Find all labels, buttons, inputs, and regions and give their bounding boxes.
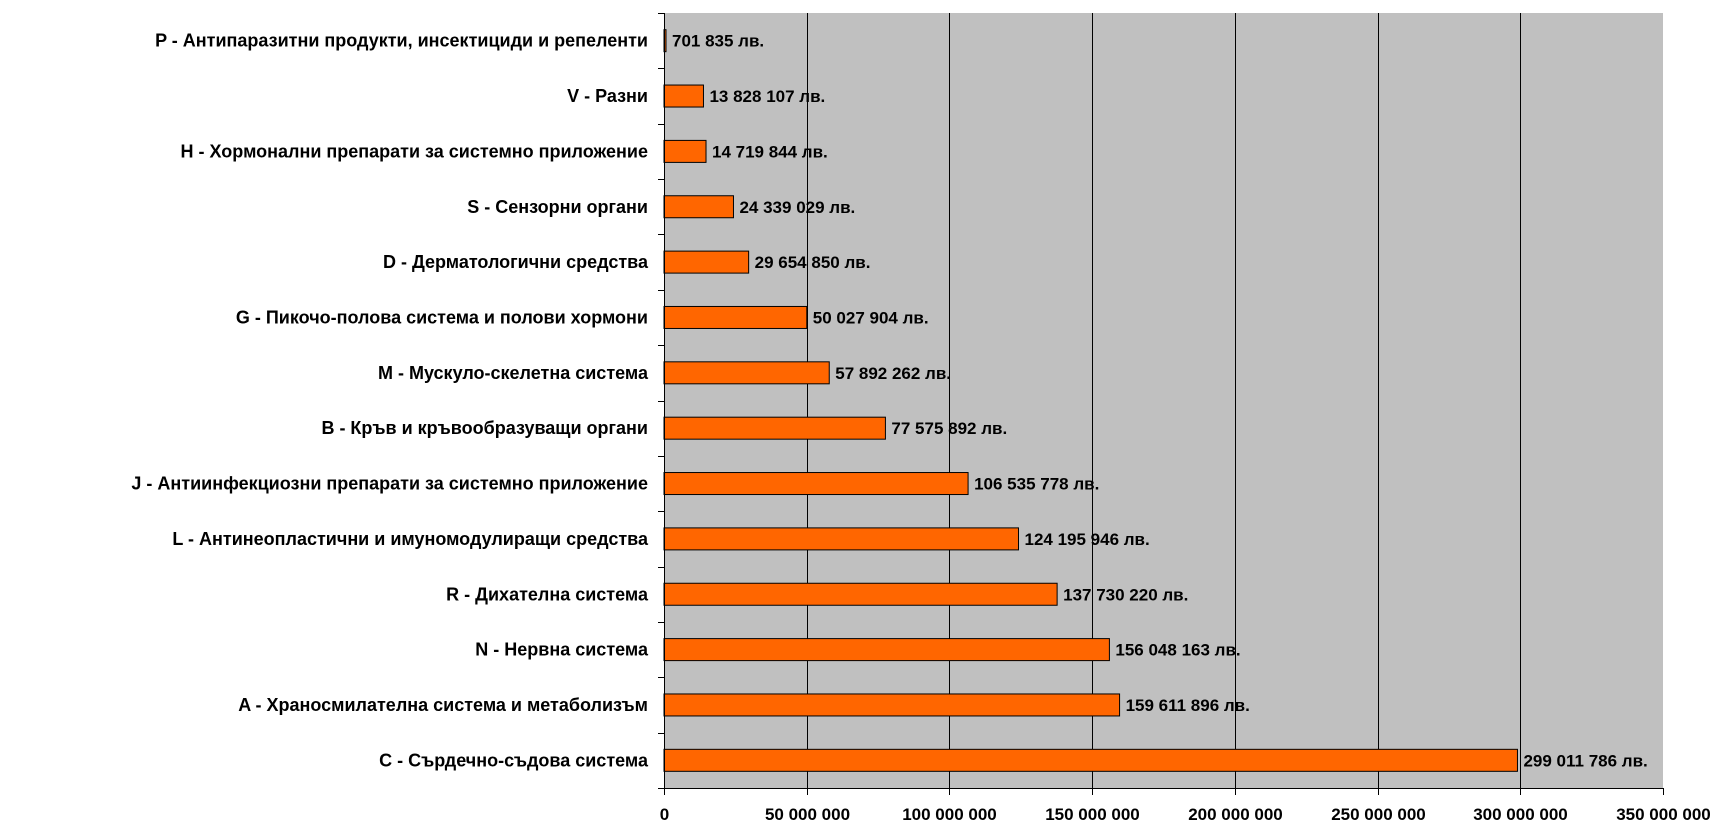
- category-label: R - Дихателна система: [446, 584, 649, 604]
- bar: [663, 416, 886, 440]
- category-label: A - Храносмилателна система и метаболизъ…: [238, 695, 648, 715]
- bar: [663, 693, 1121, 717]
- bar: [663, 748, 1518, 772]
- data-label: 124 195 946 лв.: [1024, 530, 1149, 549]
- data-label: 57 892 262 лв.: [835, 364, 951, 383]
- x-tick-label: 250 000 000: [1331, 805, 1426, 824]
- category-label: J - Антиинфекциозни препарати за системн…: [131, 474, 648, 494]
- x-tick-label: 150 000 000: [1045, 805, 1140, 824]
- x-tick-label: 300 000 000: [1473, 805, 1568, 824]
- x-tick-label: 350 000 000: [1616, 805, 1711, 824]
- x-tick-label: 50 000 000: [765, 805, 850, 824]
- category-label: C - Сърдечно-съдова система: [379, 750, 649, 770]
- x-tick-label: 100 000 000: [902, 805, 997, 824]
- bar: [663, 638, 1110, 662]
- data-label: 77 575 892 лв.: [891, 419, 1007, 438]
- bar: [663, 472, 969, 496]
- category-label: S - Сензорни органи: [467, 197, 648, 217]
- data-label: 159 611 896 лв.: [1126, 696, 1250, 715]
- data-label: 156 048 163 лв.: [1115, 641, 1240, 660]
- category-label: P - Антипаразитни продукти, инсектициди …: [155, 31, 648, 51]
- category-label: D - Дерматологични средства: [383, 252, 649, 272]
- data-label: 24 339 029 лв.: [739, 198, 855, 217]
- category-label: V - Разни: [567, 86, 648, 106]
- data-label: 29 654 850 лв.: [755, 253, 871, 272]
- bar: [663, 139, 707, 163]
- category-label: G - Пикочо-полова система и полови хормо…: [236, 307, 648, 327]
- category-label: B - Кръв и кръвообразуващи органи: [321, 418, 648, 438]
- x-tick-label: 0: [660, 805, 669, 824]
- category-label: H - Хормонални препарати за системно при…: [181, 141, 648, 161]
- bar: [663, 361, 830, 385]
- category-label: M - Мускуло-скелетна система: [378, 363, 649, 383]
- data-label: 137 730 220 лв.: [1063, 585, 1188, 604]
- data-label: 299 011 786 лв.: [1523, 751, 1647, 770]
- category-label: N - Нервна система: [475, 640, 649, 660]
- x-tick-label: 200 000 000: [1188, 805, 1283, 824]
- bar: [663, 84, 704, 108]
- bar: [663, 305, 808, 329]
- bar: [663, 527, 1019, 551]
- bar: [663, 582, 1058, 606]
- data-label: 50 027 904 лв.: [813, 308, 929, 327]
- data-label: 701 835 лв.: [672, 32, 764, 51]
- category-label: L - Антинеопластични и имуномодулиращи с…: [172, 529, 649, 549]
- plot-area: [664, 13, 1663, 788]
- data-label: 106 535 778 лв.: [974, 475, 1099, 494]
- data-label: 13 828 107 лв.: [709, 87, 825, 106]
- bar: [663, 250, 750, 274]
- data-label: 14 719 844 лв.: [712, 142, 828, 161]
- bar: [663, 195, 734, 219]
